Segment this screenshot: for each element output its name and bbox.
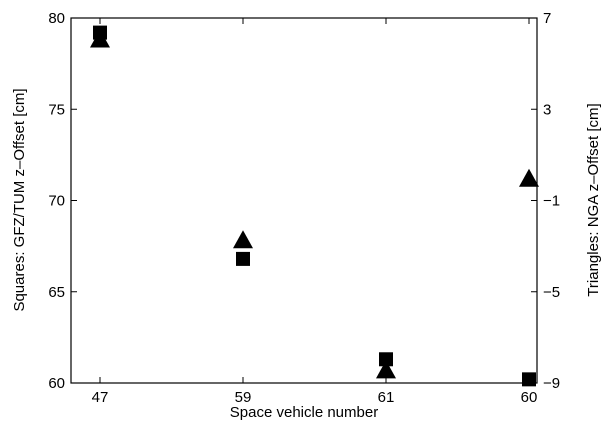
square-point	[379, 352, 393, 367]
x-axis-label: Space vehicle number	[230, 404, 378, 421]
y-right-tick-label: 3	[543, 101, 551, 118]
y-left-tick-label: 75	[48, 101, 65, 118]
square-point	[236, 251, 250, 266]
y-right-tick-label: −5	[543, 284, 560, 301]
y-axis-label-right: Triangles: NGA z–Offset [cm]	[585, 103, 602, 296]
triangle-point	[90, 29, 110, 48]
x-tick-label: 59	[235, 389, 252, 406]
y-left-tick-label: 60	[48, 375, 65, 392]
y-right-tick-label: −1	[543, 193, 560, 210]
y-left-tick-label: 70	[48, 193, 65, 210]
triangle-point	[376, 360, 396, 379]
y-axis-label-left: Squares: GFZ/TUM z–Offset [cm]	[11, 88, 28, 311]
marks-layer	[90, 25, 539, 387]
triangle-point	[233, 230, 253, 249]
x-tick-label: 60	[521, 389, 538, 406]
triangle-point	[519, 168, 539, 187]
y-left-tick-label: 80	[48, 10, 65, 27]
y-right-tick-label: 7	[543, 10, 551, 27]
x-tick-label: 47	[92, 389, 109, 406]
plot-frame	[70, 17, 538, 384]
square-point	[522, 372, 536, 387]
y-right-tick-label: −9	[543, 375, 560, 392]
x-tick-label: 61	[378, 389, 395, 406]
ticks-layer: 47 59 61 60 60 65 70 75 80 −9 −5 −1 3 7	[48, 10, 560, 406]
y-left-tick-label: 65	[48, 284, 65, 301]
